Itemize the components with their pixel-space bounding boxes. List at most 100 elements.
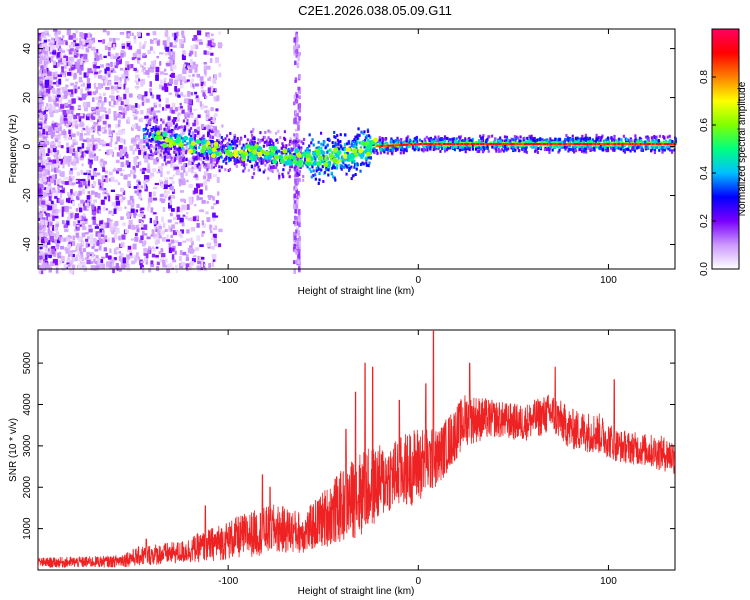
spectrogram-cell — [194, 203, 197, 207]
spectrogram-cell — [47, 205, 53, 210]
spectrogram-cell — [61, 180, 65, 185]
spectrogram-cell — [189, 112, 194, 115]
spectrogram-cell — [81, 216, 87, 219]
spectrogram-cell — [50, 178, 55, 184]
spectrogram-cell — [285, 151, 288, 155]
spectrogram-cell — [97, 122, 100, 128]
spectrogram-cell — [87, 68, 92, 74]
spectrogram-cell — [155, 115, 158, 119]
spectrogram-cell — [144, 156, 147, 160]
spectrogram-cell — [215, 57, 220, 64]
spectrogram-cell — [84, 133, 88, 136]
spectrogram-cell — [499, 149, 502, 153]
spectrogram-cell — [42, 176, 47, 182]
spectrogram-cell — [53, 76, 58, 80]
spectrogram-cell — [195, 95, 199, 100]
spectrogram-cell — [190, 81, 193, 88]
spectrogram-cell — [122, 222, 126, 226]
spectrogram-cell — [282, 175, 285, 179]
spectrogram-cell — [69, 195, 74, 201]
spectrogram-cell — [519, 140, 522, 144]
spectrogram-cell — [54, 174, 57, 180]
spectrogram-cell — [566, 138, 569, 142]
spectrogram-cell — [177, 242, 182, 246]
spectrogram-cell — [103, 92, 106, 97]
spectrogram-cell — [104, 77, 108, 83]
spectrogram-cell — [169, 42, 173, 48]
spectrogram-cell — [270, 139, 274, 143]
spectrogram-cell — [139, 185, 144, 189]
spectrogram-cell — [163, 184, 168, 190]
spectrogram-cell — [612, 146, 615, 150]
spectrogram-cell — [216, 159, 219, 163]
spectrogram-cell — [169, 262, 173, 268]
spectrogram-cell — [234, 146, 237, 150]
spectrogram-cell — [548, 150, 551, 154]
spectrogram-cell — [181, 54, 186, 60]
spectrogram-cell — [87, 180, 90, 186]
spectrogram-cell — [463, 147, 466, 151]
spectrogram-cell — [523, 143, 527, 147]
spectrogram-cell — [461, 139, 464, 143]
spectrogram-cell — [257, 138, 260, 142]
spectrogram-cell — [79, 155, 84, 161]
spectrogram-cell — [107, 222, 112, 228]
spectrogram-cell — [70, 110, 74, 116]
spectrogram-cell — [68, 124, 71, 127]
spectrogram-cell — [190, 217, 193, 222]
spectrogram-cell — [71, 256, 76, 262]
spectrogram-cell — [97, 52, 100, 56]
spectrogram-cell — [318, 172, 321, 176]
spectrogram-cell — [71, 153, 76, 156]
spectrogram-cell — [44, 235, 47, 241]
spectrogram-cell — [318, 178, 321, 182]
spectrogram-cell — [126, 44, 129, 49]
spectrogram-cell — [293, 139, 296, 145]
spectrogram-cell — [278, 149, 281, 153]
spectrogram-cell — [180, 125, 183, 129]
spectrogram-cell — [127, 40, 131, 44]
spectrogram-cell — [87, 44, 92, 47]
spectrogram-cell — [184, 80, 188, 84]
spectrogram-cell — [55, 209, 59, 214]
spectrogram-cell — [183, 125, 187, 129]
spectrogram-cell — [344, 163, 347, 167]
spectrogram-cell — [106, 149, 110, 156]
spectrogram-cell — [127, 180, 131, 187]
spectrogram-cell — [236, 137, 239, 141]
spectrogram-cell — [298, 90, 301, 94]
spectrogram-cell — [249, 159, 252, 163]
spectrogram-cell — [43, 64, 46, 68]
spectrogram-cell — [62, 109, 67, 116]
spectrogram-cell — [179, 256, 182, 262]
spectrogram-cell — [97, 82, 101, 89]
spectrogram-cell — [624, 137, 627, 141]
spectrogram-cell — [47, 216, 53, 221]
spectrogram-cell — [202, 156, 206, 160]
spectrogram-cell — [296, 221, 300, 226]
spectrogram-cell — [315, 166, 318, 170]
spectrogram-cell — [214, 215, 219, 218]
spectrogram-cell — [196, 235, 201, 242]
spectrogram-cell — [42, 136, 47, 140]
spectrogram-cell — [117, 58, 121, 61]
spectrogram-cell — [94, 52, 98, 58]
spectrogram-cell — [55, 103, 59, 107]
spectrogram-cell — [292, 220, 296, 225]
spectrogram-cell — [92, 169, 97, 176]
spectrogram-cell — [140, 235, 144, 241]
spectrogram-cell — [302, 141, 305, 145]
spectrogram-cell — [123, 51, 126, 57]
spectrogram-cell — [166, 128, 169, 132]
spectrogram-cell — [179, 207, 183, 213]
spectrogram-cell — [295, 99, 299, 104]
spectrogram-cell — [38, 150, 41, 157]
spectrogram-cell — [124, 103, 128, 109]
spectrogram-cell — [361, 161, 364, 165]
spectrogram-cell — [66, 109, 71, 116]
spectrogram-cell — [164, 193, 168, 196]
spectrogram-cell — [41, 217, 46, 221]
spectrogram-cell — [359, 163, 363, 167]
spectrogram-cell — [61, 49, 66, 54]
spectrogram-cell — [68, 146, 71, 150]
